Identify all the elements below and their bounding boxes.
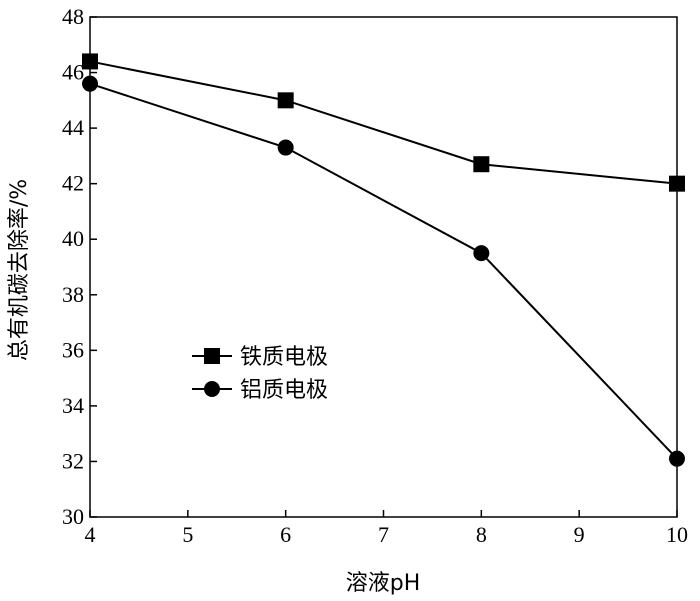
x-tick-label: 6 <box>280 522 291 547</box>
x-tick-label: 10 <box>666 522 688 547</box>
data-point-square <box>82 53 98 70</box>
y-tick-label: 32 <box>62 448 84 473</box>
series-line <box>89 82 678 460</box>
legend-marker-circle <box>204 381 220 397</box>
legend-item-series-1: 铁质电极 <box>192 345 328 370</box>
data-point-circle <box>277 139 294 156</box>
legend-label-1: 铁质电极 <box>240 345 328 370</box>
y-tick-label: 30 <box>62 504 84 529</box>
y-tick-label: 40 <box>62 226 84 251</box>
legend-item-series-2: 铝质电极 <box>192 378 328 403</box>
data-point-circle <box>669 450 685 467</box>
legend-marker-square <box>204 348 220 364</box>
series-layer <box>82 53 685 467</box>
y-tick-label: 44 <box>62 115 84 140</box>
y-tick-label: 34 <box>62 393 84 418</box>
data-point-square <box>473 156 490 173</box>
data-point-square <box>669 175 685 192</box>
y-tick-label: 38 <box>62 282 84 307</box>
y-tick-label: 42 <box>62 171 84 196</box>
data-point-circle <box>473 245 490 262</box>
x-tick-label: 4 <box>85 522 96 547</box>
plot-border <box>89 16 678 518</box>
series-1 <box>82 53 685 192</box>
series-line <box>89 60 678 185</box>
data-point-square <box>277 92 294 109</box>
data-point-circle <box>82 75 98 92</box>
x-axis: 4 5 6 7 8 9 10 <box>85 510 688 547</box>
x-tick-label: 9 <box>574 522 585 547</box>
y-tick-label: 36 <box>62 337 84 362</box>
legend-label-2: 铝质电极 <box>240 378 328 403</box>
series-2 <box>82 75 685 467</box>
x-tick-label: 5 <box>182 522 193 547</box>
x-tick-label: 8 <box>476 522 487 547</box>
x-tick-label: 7 <box>378 522 389 547</box>
y-tick-label: 46 <box>62 60 84 85</box>
legend: 铁质电极 铝质电极 <box>192 345 328 403</box>
x-axis-title: 溶液pH <box>346 571 421 596</box>
y-tick-label: 48 <box>62 4 84 29</box>
y-axis-title: 总有机碳去除率/% <box>7 179 32 361</box>
y-axis: 30 32 34 36 38 40 42 44 46 48 <box>62 4 97 529</box>
plot-frame <box>89 16 678 518</box>
